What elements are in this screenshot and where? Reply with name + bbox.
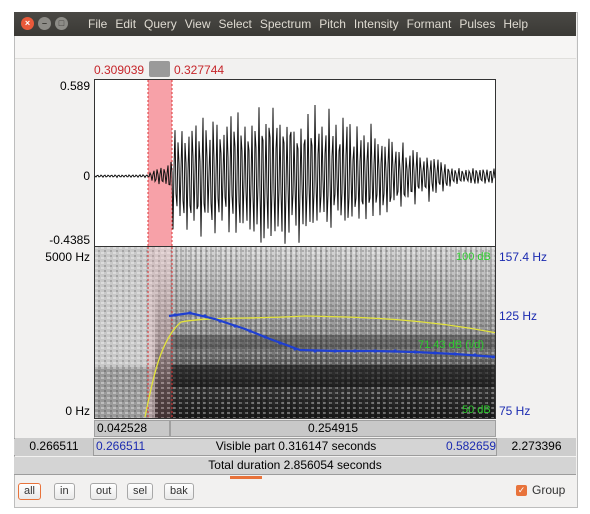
toolbar-area [15,36,576,59]
intensity-curve [144,315,495,418]
zoom-selection-button[interactable]: sel [127,483,154,500]
pitch-bottom-label: 75 Hz [499,404,531,418]
total-duration-bar[interactable]: Total duration 2.856054 seconds [14,457,576,475]
pitch-top-label: 157.4 Hz [499,250,548,264]
duration-selection[interactable]: 0.254915 [170,420,496,437]
menu-edit[interactable]: Edit [115,17,137,31]
spectrogram-svg [95,247,495,418]
menu-formant[interactable]: Formant [406,17,452,31]
zoom-in-button[interactable]: in [54,483,75,500]
selection-highlight-spectrogram [148,247,172,418]
intensity-bottom-label: 50 dB [462,404,491,416]
window-end-time[interactable]: 2.273396 [496,438,576,456]
menu-bar: File Edit Query View Select Spectrum Pit… [84,12,532,36]
menu-view[interactable]: View [184,17,211,31]
selection-end-time: 0.327744 [174,63,225,77]
menu-spectrum[interactable]: Spectrum [259,17,312,31]
visible-part-text[interactable]: Visible part 0.316147 seconds [215,439,377,453]
minimize-icon[interactable]: – [38,17,51,30]
menu-file[interactable]: File [88,17,108,31]
pitch-points [173,311,495,359]
menu-select[interactable]: Select [218,17,252,31]
menu-query[interactable]: Query [144,17,177,31]
spectrogram-panel[interactable] [94,247,496,419]
visible-end-time: 0.582659 [445,439,496,453]
title-bar: × – □ File Edit Query View Select Spectr… [14,12,576,36]
maximize-icon[interactable]: □ [55,17,68,30]
intensity-cursor-label: 71.43 dB (i/d) [418,339,485,351]
group-checkbox[interactable]: ✓ [516,485,527,496]
selection-highlight [148,80,172,246]
waveform-y-min: -0.4385 [49,233,90,247]
pitch-cursor-label: 125 Hz [499,309,538,323]
zoom-out-button[interactable]: out [90,483,118,500]
selection-handle[interactable] [149,61,170,77]
visible-start-time: 0.266511 [96,439,146,453]
menu-pulses[interactable]: Pulses [459,17,496,31]
close-icon[interactable]: × [21,17,34,30]
waveform-trace [94,104,496,244]
waveform-y-zero: 0 [83,169,90,183]
menu-pitch[interactable]: Pitch [319,17,346,31]
spectrogram-freq-bottom: 0 Hz [65,404,90,418]
waveform-svg [94,80,496,246]
spectrogram-freq-top: 5000 Hz [45,250,90,264]
pitch-contour [168,311,495,358]
group-label: Group [532,483,566,497]
menu-intensity[interactable]: Intensity [353,17,399,31]
waveform-y-max: 0.589 [59,79,90,93]
waveform-panel[interactable] [94,79,496,247]
window-start-time[interactable]: 0.266511 [15,438,94,456]
zoom-back-button[interactable]: bak [164,483,194,500]
zoom-all-button[interactable]: all [18,483,42,500]
visible-part-bar [14,438,576,456]
menu-help[interactable]: Help [503,17,529,31]
duration-before-selection[interactable]: 0.042528 [94,420,170,437]
intensity-top-label: 100 dB [456,251,491,263]
scroll-indicator[interactable] [230,476,262,479]
selection-start-time: 0.309039 [94,63,145,77]
